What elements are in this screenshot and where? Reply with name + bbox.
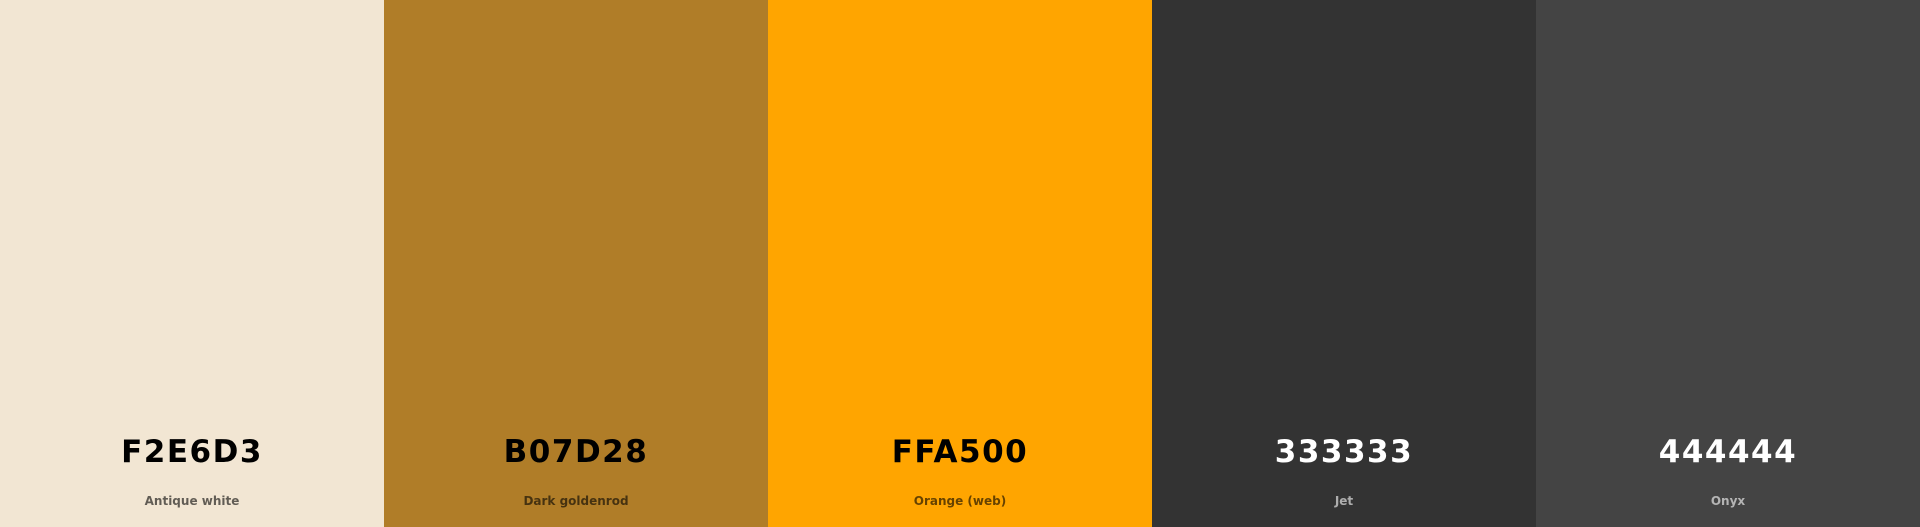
swatch-hex-code: 333333 [1274,434,1414,470]
swatch-color-name: Orange (web) [913,494,1007,508]
swatch-orange-web[interactable]: FFA500 Orange (web) [768,0,1152,527]
swatch-onyx[interactable]: 444444 Onyx [1536,0,1920,527]
swatch-jet[interactable]: 333333 Jet [1152,0,1536,527]
swatch-hex-code: F2E6D3 [121,434,263,470]
swatch-hex-code: 444444 [1658,434,1798,470]
swatch-hex-code: B07D28 [503,434,649,470]
swatch-color-name: Dark goldenrod [523,494,629,508]
swatch-dark-goldenrod[interactable]: B07D28 Dark goldenrod [384,0,768,527]
swatch-color-name: Antique white [144,494,240,508]
swatch-hex-code: FFA500 [891,434,1029,470]
swatch-color-name: Onyx [1710,494,1746,508]
swatch-antique-white[interactable]: F2E6D3 Antique white [0,0,384,527]
swatch-color-name: Jet [1334,494,1354,508]
